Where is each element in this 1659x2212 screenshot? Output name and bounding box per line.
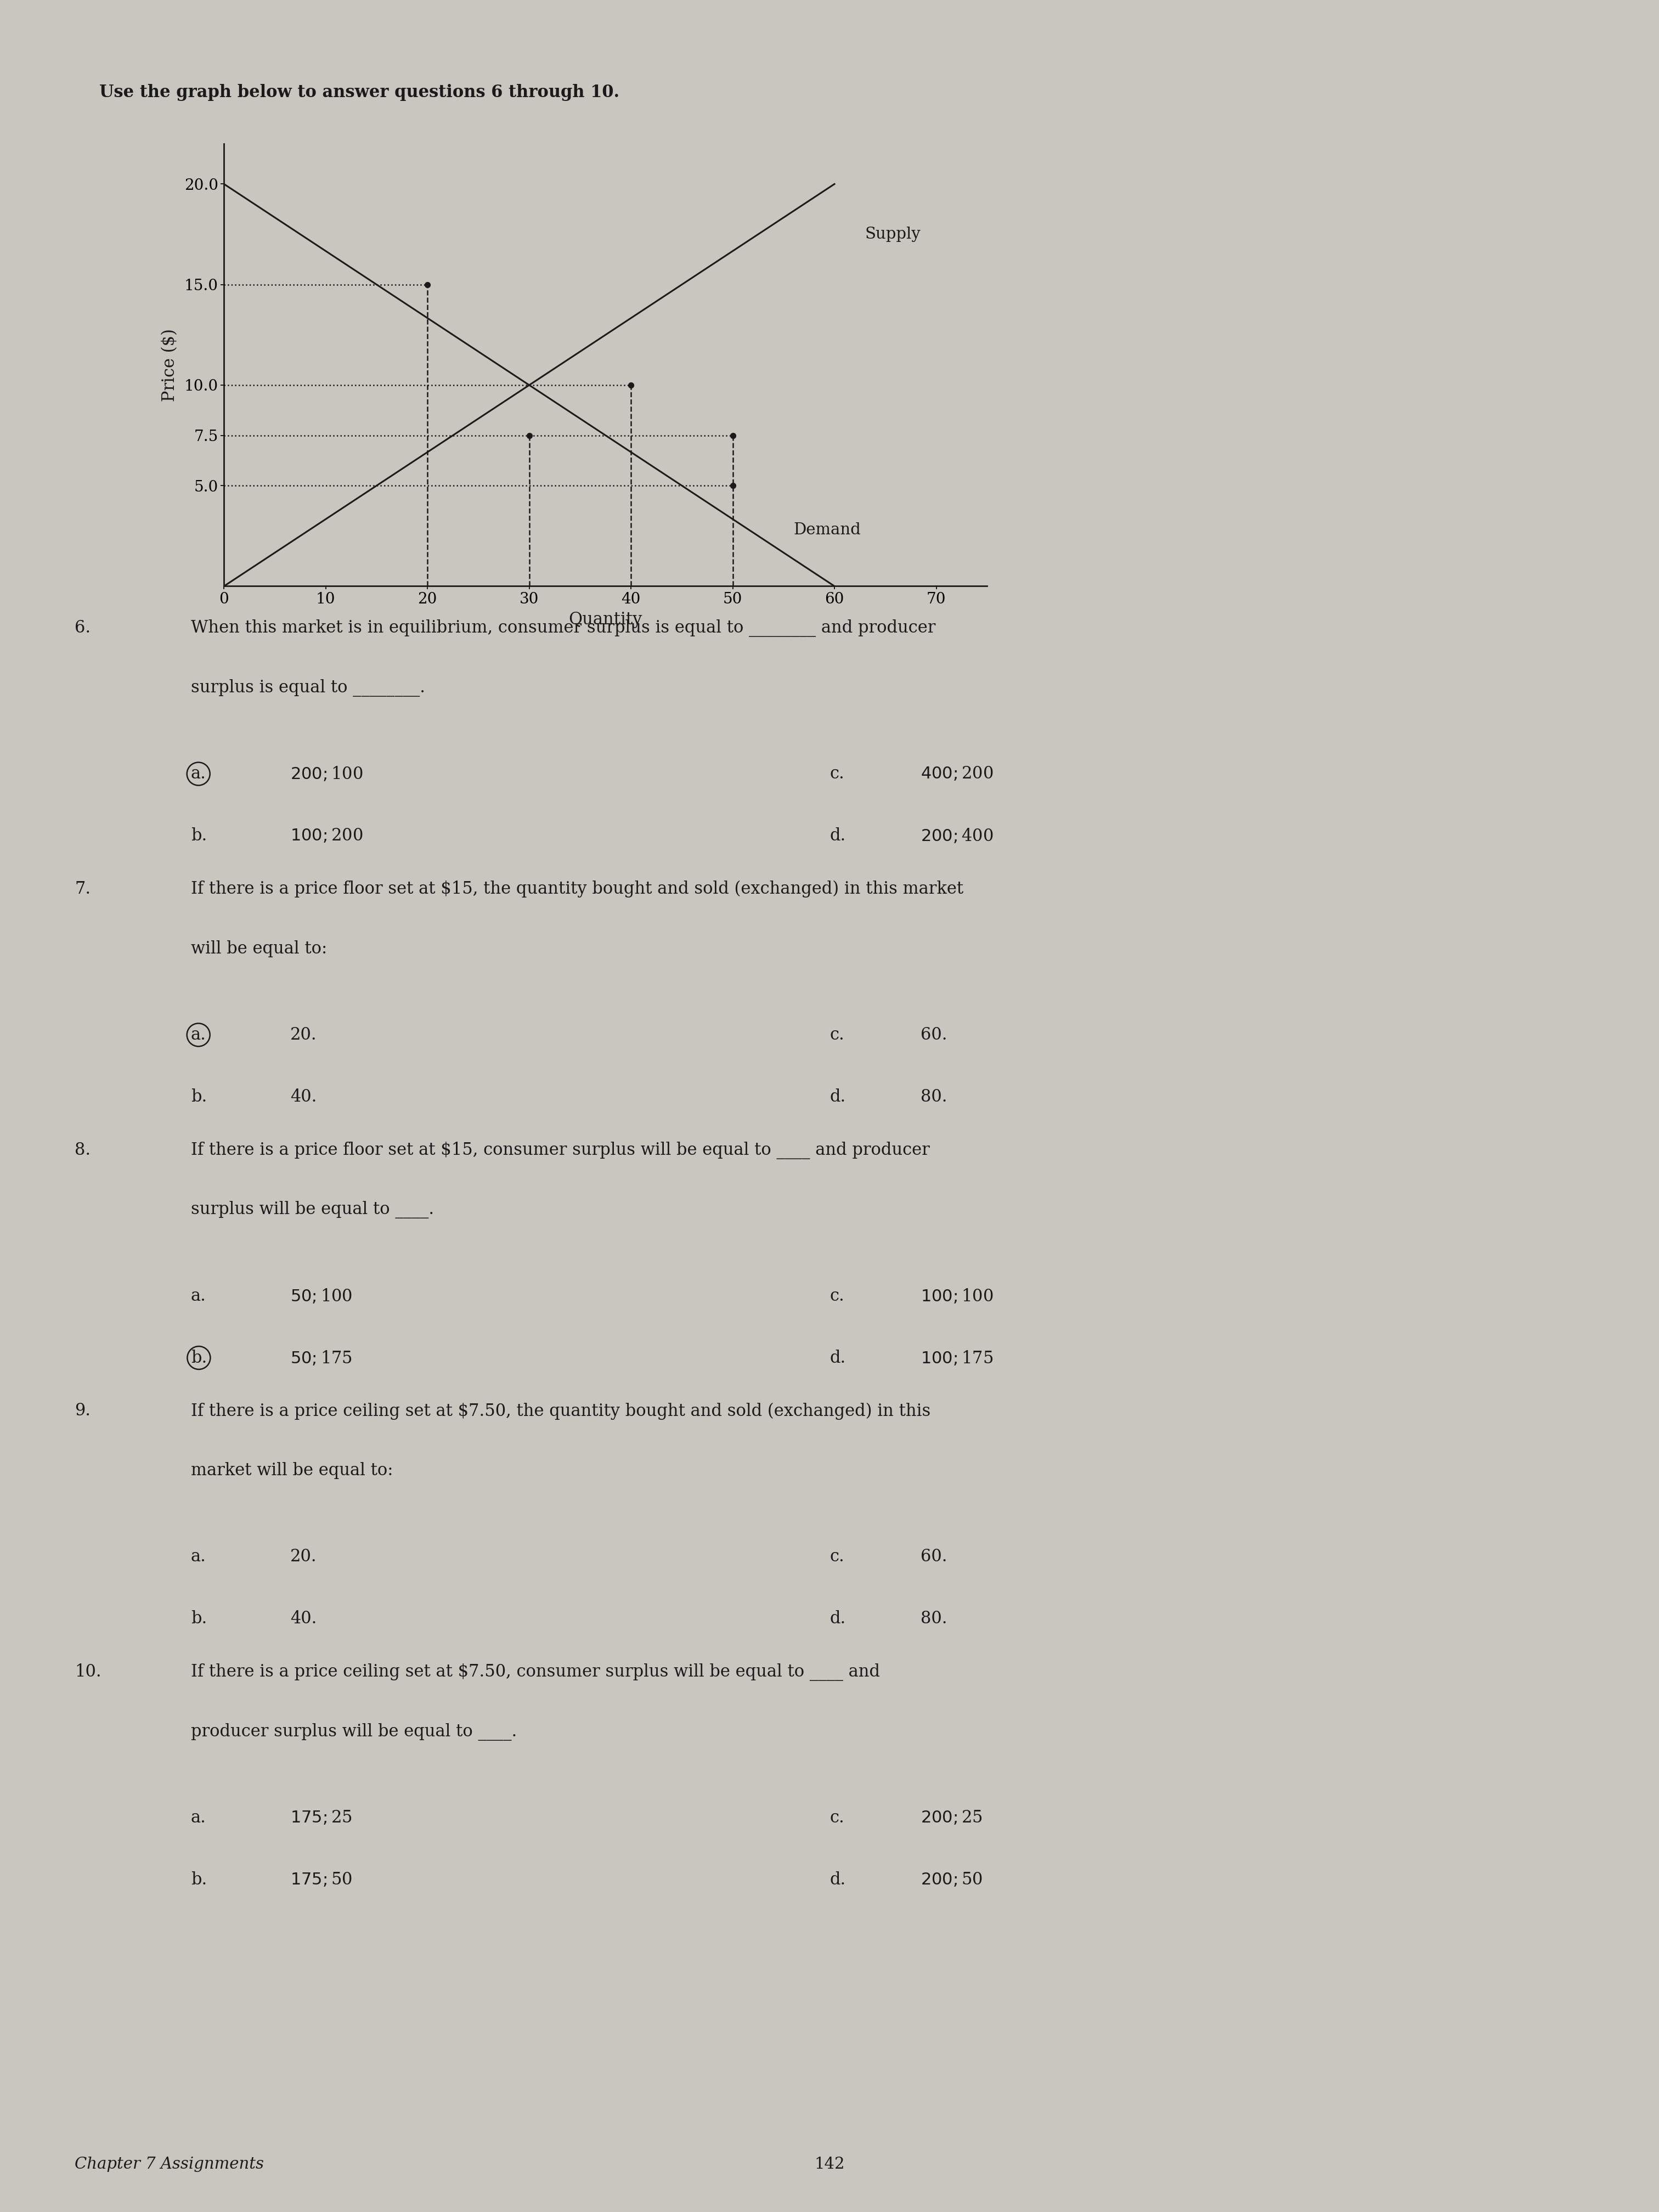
Text: $100; $200: $100; $200 bbox=[290, 827, 363, 845]
Text: $200; $400: $200; $400 bbox=[921, 827, 994, 845]
Text: c.: c. bbox=[830, 1287, 844, 1305]
Text: If there is a price ceiling set at $7.50, consumer surplus will be equal to ____: If there is a price ceiling set at $7.50… bbox=[191, 1663, 879, 1681]
Text: 20.: 20. bbox=[290, 1548, 317, 1566]
Text: 7.: 7. bbox=[75, 880, 91, 898]
Text: $175; $50: $175; $50 bbox=[290, 1871, 352, 1889]
Text: b.: b. bbox=[191, 1349, 207, 1367]
Text: 60.: 60. bbox=[921, 1548, 947, 1566]
Text: 80.: 80. bbox=[921, 1088, 947, 1106]
Text: If there is a price floor set at $15, consumer surplus will be equal to ____ and: If there is a price floor set at $15, co… bbox=[191, 1141, 929, 1159]
Text: c.: c. bbox=[830, 1548, 844, 1566]
Text: $100; $100: $100; $100 bbox=[921, 1287, 994, 1305]
Text: Supply: Supply bbox=[864, 226, 921, 241]
Text: $200; $50: $200; $50 bbox=[921, 1871, 982, 1889]
Y-axis label: Price ($): Price ($) bbox=[161, 330, 178, 400]
Text: 8.: 8. bbox=[75, 1141, 91, 1159]
Text: Chapter 7 Assignments: Chapter 7 Assignments bbox=[75, 2157, 264, 2172]
Text: $100; $175: $100; $175 bbox=[921, 1349, 994, 1367]
Point bbox=[415, 268, 441, 303]
Text: a.: a. bbox=[191, 765, 206, 783]
Text: producer surplus will be equal to ____.: producer surplus will be equal to ____. bbox=[191, 1723, 518, 1741]
X-axis label: Quantity: Quantity bbox=[569, 611, 642, 628]
Point bbox=[516, 418, 542, 453]
Text: b.: b. bbox=[191, 1610, 207, 1628]
Point bbox=[720, 418, 747, 453]
Text: d.: d. bbox=[830, 1349, 846, 1367]
Text: market will be equal to:: market will be equal to: bbox=[191, 1462, 393, 1480]
Text: b.: b. bbox=[191, 827, 207, 845]
Text: c.: c. bbox=[830, 1026, 844, 1044]
Text: $400; $200: $400; $200 bbox=[921, 765, 994, 783]
Text: When this market is in equilibrium, consumer surplus is equal to ________ and pr: When this market is in equilibrium, cons… bbox=[191, 619, 936, 637]
Text: surplus is equal to ________.: surplus is equal to ________. bbox=[191, 679, 425, 697]
Text: will be equal to:: will be equal to: bbox=[191, 940, 327, 958]
Text: b.: b. bbox=[191, 1088, 207, 1106]
Text: $200; $25: $200; $25 bbox=[921, 1809, 982, 1827]
Text: If there is a price floor set at $15, the quantity bought and sold (exchanged) i: If there is a price floor set at $15, th… bbox=[191, 880, 964, 898]
Point bbox=[617, 367, 644, 403]
Text: c.: c. bbox=[830, 1809, 844, 1827]
Text: surplus will be equal to ____.: surplus will be equal to ____. bbox=[191, 1201, 435, 1219]
Text: $200; $100: $200; $100 bbox=[290, 765, 363, 783]
Text: If there is a price ceiling set at $7.50, the quantity bought and sold (exchange: If there is a price ceiling set at $7.50… bbox=[191, 1402, 931, 1420]
Text: 40.: 40. bbox=[290, 1610, 317, 1628]
Text: a.: a. bbox=[191, 1548, 206, 1566]
Text: $50; $100: $50; $100 bbox=[290, 1287, 352, 1305]
Text: $175; $25: $175; $25 bbox=[290, 1809, 352, 1827]
Text: d.: d. bbox=[830, 1871, 846, 1889]
Text: b.: b. bbox=[191, 1871, 207, 1889]
Text: a.: a. bbox=[191, 1026, 206, 1044]
Text: 20.: 20. bbox=[290, 1026, 317, 1044]
Text: Use the graph below to answer questions 6 through 10.: Use the graph below to answer questions … bbox=[100, 84, 620, 102]
Point bbox=[720, 469, 747, 504]
Text: $50; $175: $50; $175 bbox=[290, 1349, 352, 1367]
Text: d.: d. bbox=[830, 1088, 846, 1106]
Text: 9.: 9. bbox=[75, 1402, 91, 1420]
Text: 40.: 40. bbox=[290, 1088, 317, 1106]
Text: d.: d. bbox=[830, 827, 846, 845]
Text: a.: a. bbox=[191, 1287, 206, 1305]
Text: 60.: 60. bbox=[921, 1026, 947, 1044]
Text: 10.: 10. bbox=[75, 1663, 101, 1681]
Text: Demand: Demand bbox=[793, 522, 861, 538]
Text: 142: 142 bbox=[815, 2157, 844, 2172]
Text: 6.: 6. bbox=[75, 619, 91, 637]
Text: d.: d. bbox=[830, 1610, 846, 1628]
Text: c.: c. bbox=[830, 765, 844, 783]
Text: a.: a. bbox=[191, 1809, 206, 1827]
Text: 80.: 80. bbox=[921, 1610, 947, 1628]
